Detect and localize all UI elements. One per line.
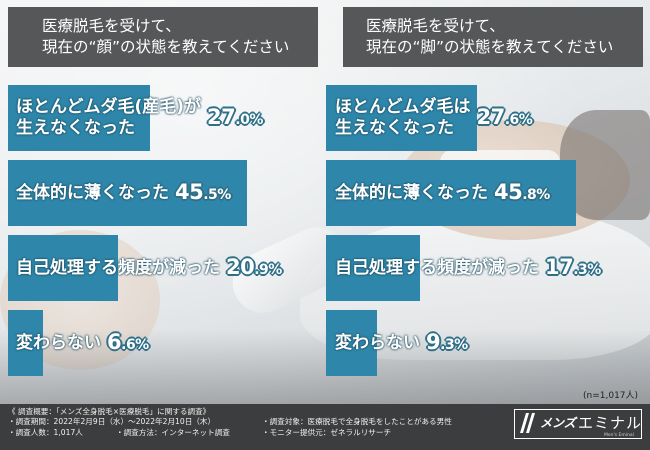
brand-logo: メンズ エミナル Men's Eminal [514,409,642,446]
survey-period: ・調査期間：2022年2月9日（水）～2022年2月10日（木） [8,417,216,426]
chart-title-face-line2: 現在の“顔”の状態を教えてください [42,38,290,56]
bar-value-integer: 20 [226,255,255,279]
bar-legs-3 [326,310,377,376]
chart-title-legs-line2: 現在の“脚”の状態を教えてください [366,38,614,56]
survey-footer: 《 調査概要：「メンズ全身脱毛×医療脱毛」に関する調査》 ・調査期間：2022年… [0,404,650,450]
bar-label-face-2: 自己処理する頻度が減った [16,258,220,279]
chart-title-face-line1: 医療脱毛を受けて、 [42,17,181,35]
bar-legs-0 [326,85,477,151]
bar-value-integer: 17 [545,255,574,279]
bar-label-legs-1: 全体的に薄くなった [335,183,488,204]
survey-method: ・調査方法：インターネット調査 [116,428,230,437]
survey-target: ・調査対象：医療脱毛で全身脱毛をしたことがある男性 [262,417,452,426]
survey-overview: 《 調査概要：「メンズ全身脱毛×医療脱毛」に関する調査》 [8,407,211,416]
bar-value-integer: 45 [494,180,523,204]
bar-value-legs-3: 9.3% [426,330,468,354]
bar-value-legs-0: 27.6% [477,105,533,129]
bar-value-face-1: 45.5% [175,180,231,204]
bar-legs-1 [326,160,576,226]
bar-value-integer: 27 [476,105,506,129]
bar-value-face-3: 6.6% [107,330,149,354]
bar-label-legs-2: 自己処理する頻度が減った [335,258,539,279]
bar-legs-2 [326,235,420,301]
bar-label-line: 変わらない [335,332,420,353]
bar-value-decimal: .8% [522,187,550,203]
bar-value-decimal: .5% [203,187,231,203]
bar-label-face-3: 変わらない [16,333,101,354]
bar-value-face-2: 20.9% [226,255,282,279]
bar-face-2 [8,235,118,301]
bar-value-decimal: .9% [254,262,282,278]
bar-face-1 [8,160,247,226]
bar-value-integer: 6 [107,330,122,354]
bar-value-integer: 9 [426,330,441,354]
bar-label-line: ほとんどムダ毛は [335,97,471,117]
bar-label-line: 変わらない [16,332,101,353]
bar-face-0 [8,85,150,151]
bar-label-line: 自己処理する頻度が減った [16,257,220,278]
bar-label-line: ほとんどムダ毛(産毛)が [16,97,202,117]
bar-value-decimal: .6% [504,112,533,128]
bar-label-legs-0: ほとんどムダ毛は 生えなくなった [335,97,471,139]
survey-monitor-provider: ・モニター提供元：ゼネラルリサーチ [262,428,392,437]
survey-respondents: ・調査人数：1,017人 [8,428,83,437]
logo-mark-icon [520,413,535,433]
bar-label-line: 生えなくなった [16,118,135,138]
bar-value-legs-2: 17.3% [545,255,601,279]
bar-value-decimal: .3% [573,262,601,278]
bar-label-line: 全体的に薄くなった [335,182,488,203]
bar-label-line: 全体的に薄くなった [16,182,169,203]
bar-label-line: 生えなくなった [335,118,454,138]
chart-title-legs-line1: 医療脱毛を受けて、 [366,17,505,35]
bar-value-integer: 27 [207,105,236,129]
bar-value-decimal: .0% [235,112,263,128]
bar-label-line: 自己処理する頻度が減った [335,257,539,278]
bar-label-face-1: 全体的に薄くなった [16,183,169,204]
bar-value-decimal: .6% [121,337,149,353]
logo-prefix: メンズ [540,414,576,431]
chart-title-face: 医療脱毛を受けて、 現在の“顔”の状態を教えてください [8,7,318,67]
bar-label-face-0: ほとんどムダ毛(産毛)が 生えなくなった [16,97,201,139]
bar-value-legs-1: 45.8% [494,180,550,204]
bar-value-face-0: 27.0% [207,105,263,129]
sample-size-note: (n=1,017人) [583,391,639,401]
logo-frame [514,409,642,439]
bar-label-legs-3: 変わらない [335,333,420,354]
bar-value-decimal: .3% [440,337,468,353]
logo-name: エミナル [578,414,643,432]
bar-value-integer: 45 [175,180,204,204]
bar-face-3 [8,310,43,376]
chart-title-legs: 医療脱毛を受けて、 現在の“脚”の状態を教えてください [343,7,643,67]
logo-subtext: Men's Eminal [604,433,634,438]
